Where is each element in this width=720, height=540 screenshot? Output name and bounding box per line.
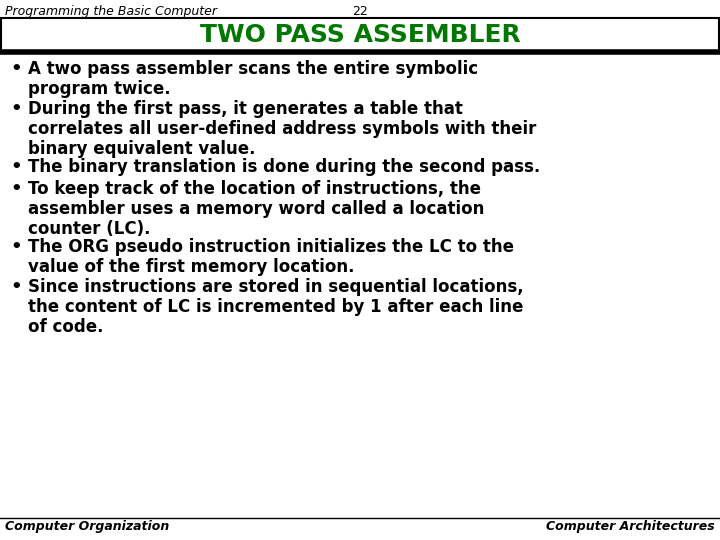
Text: •: •: [10, 278, 22, 296]
FancyBboxPatch shape: [1, 18, 719, 52]
Text: A two pass assembler scans the entire symbolic
program twice.: A two pass assembler scans the entire sy…: [28, 60, 478, 98]
Text: Computer Architectures: Computer Architectures: [546, 520, 715, 533]
Text: Computer Organization: Computer Organization: [5, 520, 169, 533]
Text: •: •: [10, 158, 22, 176]
Text: The binary translation is done during the second pass.: The binary translation is done during th…: [28, 158, 540, 176]
Text: •: •: [10, 180, 22, 198]
Text: •: •: [10, 238, 22, 256]
Text: To keep track of the location of instructions, the
assembler uses a memory word : To keep track of the location of instruc…: [28, 180, 485, 238]
Text: 22: 22: [352, 5, 368, 18]
Text: Programming the Basic Computer: Programming the Basic Computer: [5, 5, 217, 18]
Text: During the first pass, it generates a table that
correlates all user-defined add: During the first pass, it generates a ta…: [28, 100, 536, 158]
Text: •: •: [10, 100, 22, 118]
Text: •: •: [10, 60, 22, 78]
Text: TWO PASS ASSEMBLER: TWO PASS ASSEMBLER: [199, 23, 521, 47]
Text: The ORG pseudo instruction initializes the LC to the
value of the first memory l: The ORG pseudo instruction initializes t…: [28, 238, 514, 276]
Text: Since instructions are stored in sequential locations,
the content of LC is incr: Since instructions are stored in sequent…: [28, 278, 523, 336]
